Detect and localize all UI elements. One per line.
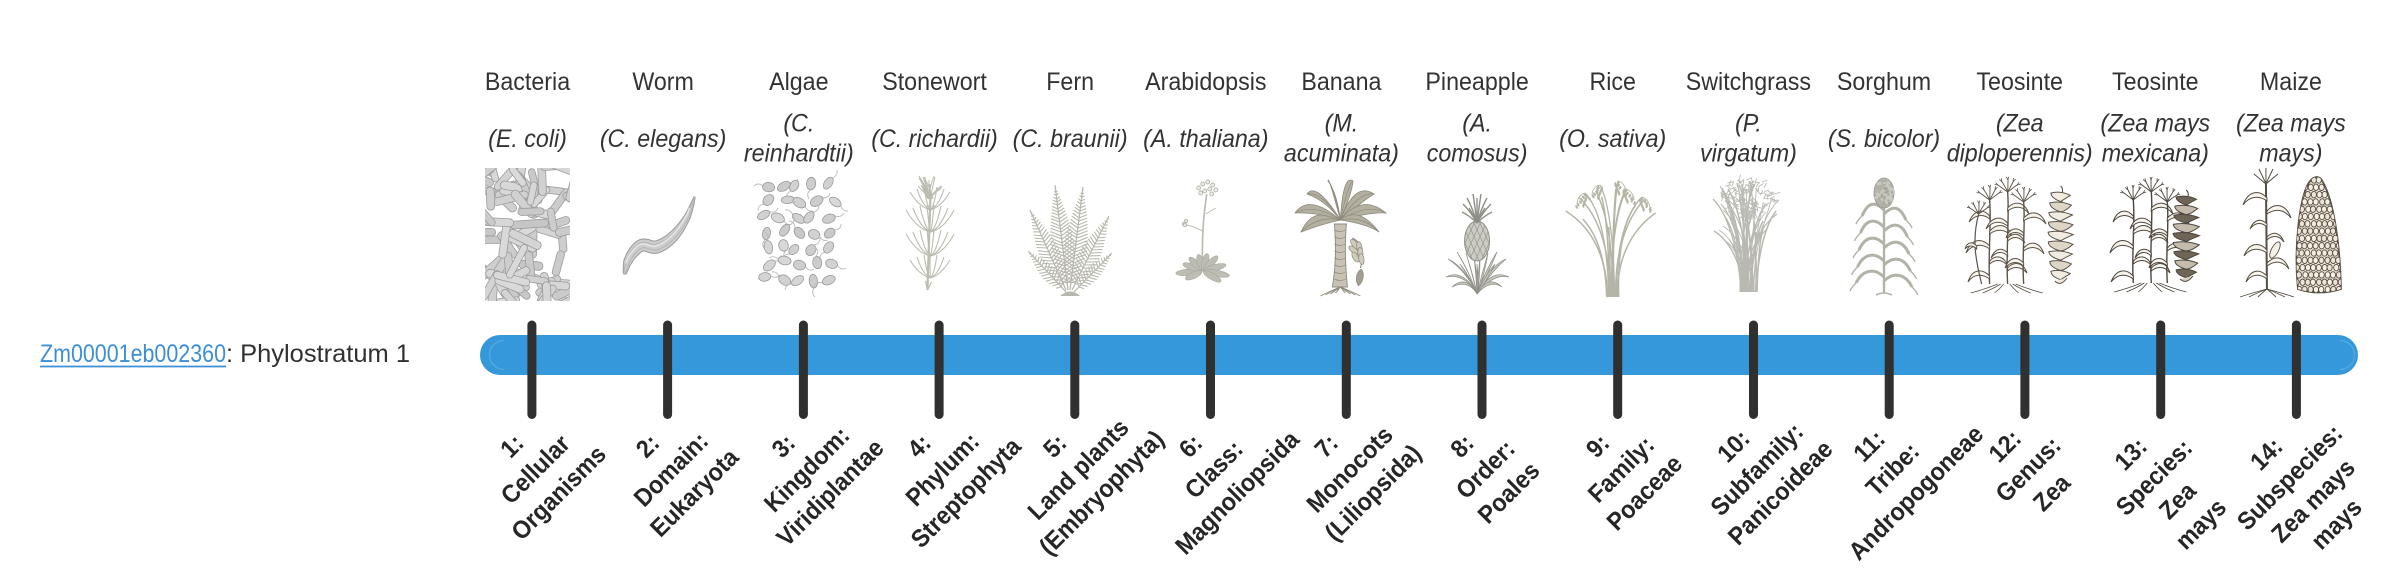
svg-text:Rice: Rice: [1589, 68, 1635, 96]
svg-text:(P.: (P.: [1735, 110, 1762, 138]
svg-text:Banana: Banana: [1301, 68, 1382, 96]
svg-text:Stonewort: Stonewort: [882, 68, 987, 96]
svg-text:comosus): comosus): [1427, 140, 1528, 168]
svg-text:(C. richardii): (C. richardii): [871, 125, 998, 153]
svg-text:(Zea mays: (Zea mays: [2100, 110, 2210, 138]
svg-text:(M.: (M.: [1325, 110, 1359, 138]
svg-text:(E. coli): (E. coli): [488, 125, 567, 153]
svg-text:(A.: (A.: [1462, 110, 1492, 138]
svg-text:Fern: Fern: [1046, 68, 1094, 96]
svg-text:Sorghum: Sorghum: [1837, 68, 1931, 96]
svg-text:(C. elegans): (C. elegans): [600, 125, 727, 153]
svg-text:(S. bicolor): (S. bicolor): [1828, 125, 1940, 153]
svg-text:Pineapple: Pineapple: [1425, 68, 1528, 96]
svg-text:Bacteria: Bacteria: [485, 68, 571, 96]
svg-text:Switchgrass: Switchgrass: [1686, 68, 1811, 96]
svg-text:(C. braunii): (C. braunii): [1013, 125, 1128, 153]
svg-text:acuminata): acuminata): [1284, 140, 1399, 168]
svg-text:Worm: Worm: [632, 68, 694, 96]
svg-text:Algae: Algae: [769, 68, 828, 96]
svg-text:Zm00001eb002360: Zm00001eb002360: [40, 340, 226, 368]
svg-text:(O. sativa): (O. sativa): [1559, 125, 1666, 153]
svg-text:reinhardtii): reinhardtii): [744, 140, 854, 168]
svg-text:(A. thaliana): (A. thaliana): [1143, 125, 1268, 153]
svg-text:(Zea: (Zea: [1996, 110, 2044, 138]
svg-text:diploperennis): diploperennis): [1947, 140, 2093, 168]
svg-text:mays): mays): [2259, 140, 2322, 168]
svg-text:mexicana): mexicana): [2102, 140, 2209, 168]
svg-text:Maize: Maize: [2260, 68, 2322, 96]
svg-text:(C.: (C.: [783, 110, 814, 138]
svg-text:Arabidopsis: Arabidopsis: [1145, 68, 1266, 96]
svg-text:(Zea mays: (Zea mays: [2236, 110, 2346, 138]
svg-text:Teosinte: Teosinte: [2112, 68, 2199, 96]
svg-text:: Phylostratum 1: : Phylostratum 1: [226, 340, 410, 368]
svg-text:virgatum): virgatum): [1700, 140, 1797, 168]
svg-text:Teosinte: Teosinte: [1976, 68, 2063, 96]
